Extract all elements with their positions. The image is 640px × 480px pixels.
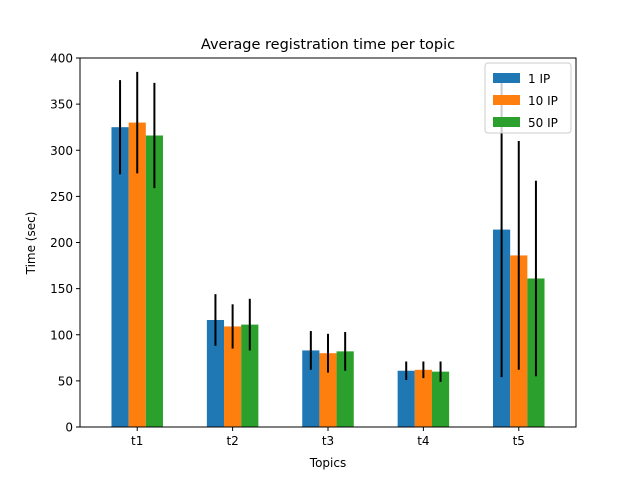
x-tick-label: t5 [513, 434, 525, 448]
y-tick-label: 350 [50, 98, 73, 112]
bars-group [111, 122, 545, 428]
bar [128, 122, 146, 427]
legend-swatch [493, 117, 520, 127]
y-axis: 0 50 100 150 200 250 300 350 400 [50, 52, 80, 435]
plot-frame [79, 57, 577, 428]
x-axis: t1 t2 t3 t4 t5 [131, 427, 525, 448]
y-axis-label: Time (sec) [24, 212, 38, 276]
y-tick-label: 50 [58, 374, 73, 388]
legend-label: 50 IP [528, 116, 558, 130]
y-tick-label: 150 [50, 282, 73, 296]
legend-label: 10 IP [528, 94, 558, 108]
x-tick-label: t4 [417, 434, 429, 448]
legend-swatch [493, 95, 520, 105]
bar [431, 371, 450, 427]
legend-label: 1 IP [528, 72, 550, 86]
bar [111, 127, 129, 427]
y-tick-label: 200 [50, 236, 73, 250]
x-tick-label: t3 [322, 434, 334, 448]
legend-swatch [493, 73, 520, 83]
bar [302, 350, 320, 427]
y-tick-label: 100 [50, 328, 73, 342]
x-tick-label: t2 [226, 434, 238, 448]
bar [206, 319, 225, 427]
bar [336, 351, 354, 427]
bar [145, 135, 163, 428]
bar [414, 369, 432, 427]
y-tick-label: 300 [50, 144, 73, 158]
y-tick-label: 400 [50, 52, 73, 66]
chart-title: Average registration time per topic [201, 37, 455, 53]
bar [319, 353, 337, 427]
y-tick-label: 0 [65, 421, 73, 435]
x-axis-label: Topics [309, 456, 346, 470]
bar [241, 324, 259, 427]
bar [224, 326, 242, 427]
legend: 1 IP 10 IP 50 IP [484, 62, 572, 134]
bar [397, 370, 415, 427]
error-bars-group [119, 71, 537, 382]
y-tick-label: 250 [50, 190, 73, 204]
x-tick-label: t1 [131, 434, 143, 448]
